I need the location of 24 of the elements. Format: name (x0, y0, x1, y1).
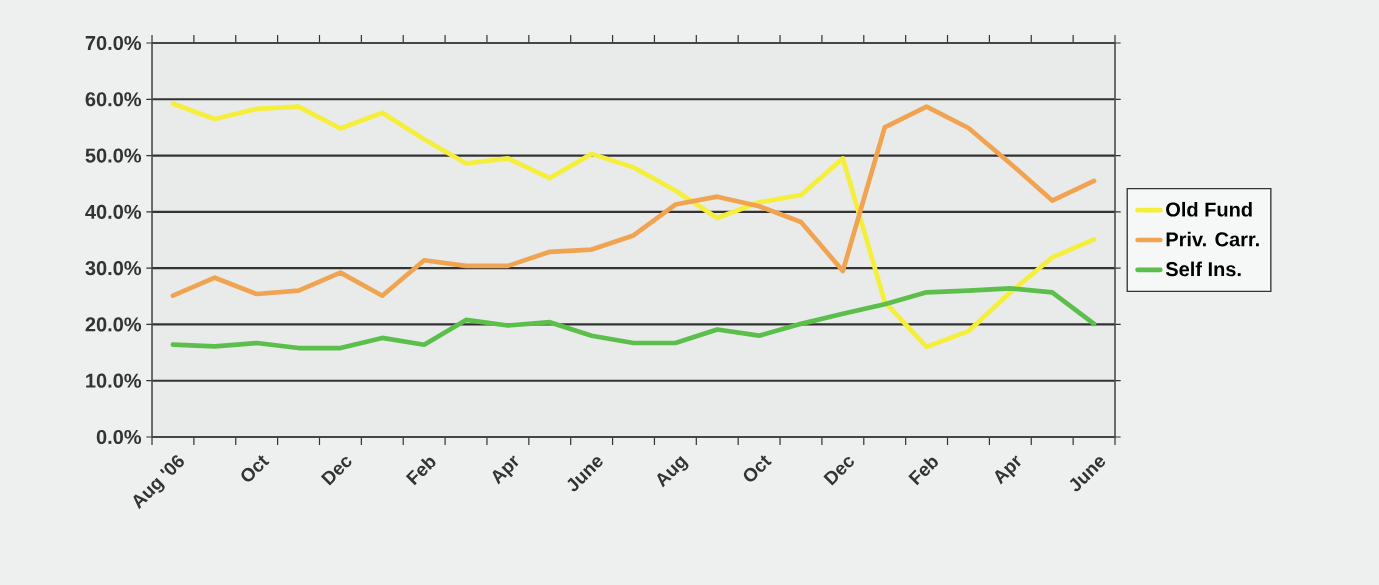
x-tick-label: Oct (743, 455, 772, 482)
x-tick-label: Dec (320, 457, 352, 486)
line-series (170, 104, 1097, 299)
y-tick-label: 10.0% (86, 373, 142, 388)
legend-label: Priv. Carr. (1166, 231, 1259, 247)
line-series (170, 286, 1097, 351)
x-tick-label: Feb (908, 457, 938, 486)
y-tick-label: 50.0% (85, 148, 142, 163)
x-tick-label: Apr (995, 455, 1021, 485)
x-tick-label: Dec (823, 457, 854, 486)
y-tick-label: 60.0% (85, 92, 142, 107)
x-tick-label: Aug (657, 456, 689, 488)
y-tick-label: 0.0% (96, 429, 142, 445)
y-tick-label: 40.0% (85, 204, 142, 219)
line-series (170, 101, 1097, 350)
x-tick-label: Oct (241, 455, 270, 482)
legend-label: Self Ins. (1165, 261, 1241, 277)
legend-label: Old Fund (1166, 201, 1252, 217)
y-tick-label: 30.0% (85, 261, 142, 276)
x-tick-label: Feb (405, 457, 436, 486)
y-tick-label: 70.0% (85, 35, 142, 51)
y-tick-label: 20.0% (85, 317, 142, 332)
x-tick-label: Apr (492, 455, 519, 485)
x-tick-label: Aug '06 (133, 455, 184, 510)
